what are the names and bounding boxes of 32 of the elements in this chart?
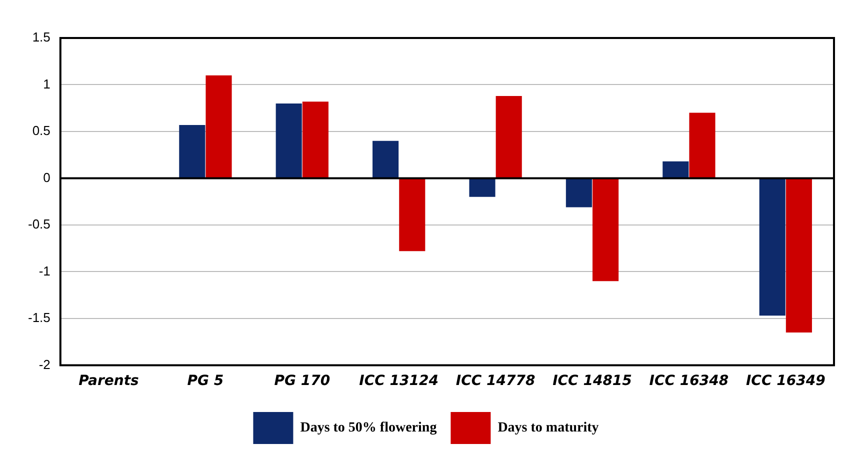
bar bbox=[469, 178, 496, 197]
y-tick-label: 1 bbox=[43, 76, 50, 92]
legend-label: Days to maturity bbox=[498, 420, 599, 436]
x-tick-label: ICC 16349 bbox=[746, 373, 826, 390]
x-tick-label: PG 170 bbox=[274, 373, 330, 390]
bar bbox=[399, 178, 426, 252]
bar bbox=[592, 178, 619, 282]
x-tick-label: Parents bbox=[78, 373, 139, 390]
y-tick-label: -1 bbox=[38, 263, 50, 278]
bar bbox=[566, 178, 592, 208]
bar bbox=[179, 124, 206, 178]
bar bbox=[372, 140, 399, 178]
bar bbox=[786, 178, 812, 332]
bar bbox=[496, 96, 522, 178]
y-tick-label: 0 bbox=[43, 170, 50, 185]
y-tick-label: -2 bbox=[38, 356, 50, 372]
y-tick-label: 1.5 bbox=[32, 30, 50, 45]
y-tick-label: 0.5 bbox=[32, 123, 50, 138]
x-tick-label: ICC 14815 bbox=[552, 373, 632, 390]
bar bbox=[662, 161, 689, 178]
y-tick-label: -0.5 bbox=[28, 216, 50, 232]
bar bbox=[759, 178, 786, 316]
bar bbox=[302, 102, 328, 178]
x-tick-label: ICC 13124 bbox=[359, 373, 439, 390]
bar bbox=[276, 103, 302, 178]
x-tick-label: ICC 14778 bbox=[456, 373, 536, 390]
x-tick-label: PG 5 bbox=[187, 373, 224, 390]
bar bbox=[206, 75, 232, 178]
bar bbox=[689, 112, 716, 178]
x-tick-label: ICC 16348 bbox=[649, 373, 729, 390]
y-tick-label: -1.5 bbox=[28, 310, 50, 326]
legend-label: Days to 50% flowering bbox=[300, 420, 437, 436]
